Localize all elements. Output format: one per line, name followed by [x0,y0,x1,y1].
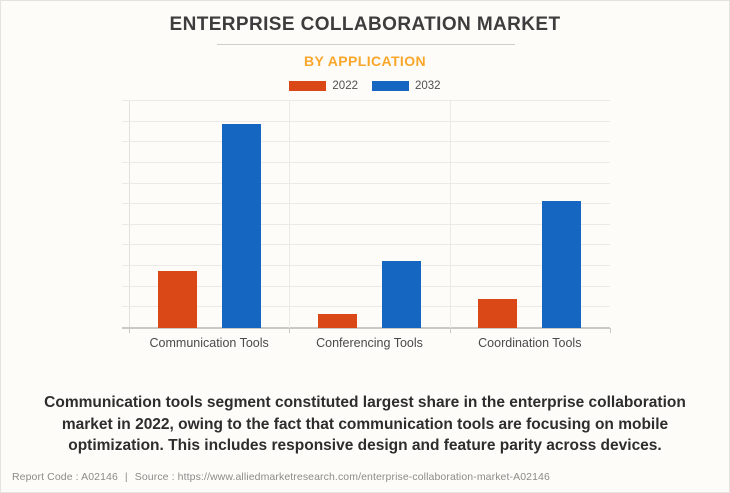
y-axis-line [129,101,130,328]
title-divider [217,44,515,45]
gridline [122,306,610,308]
gridline [122,120,610,122]
bar-coordination-tools-2032 [542,200,582,328]
chart-legend: 2022 2032 [1,80,729,92]
page-footer: Report Code : A02146 | Source : https://ww… [12,471,550,483]
gridline [122,285,610,287]
category-divider [449,101,451,328]
legend-swatch-2032 [372,81,409,91]
axis-tick [129,328,130,333]
page-title: ENTERPRISE COLLABORATION MARKET [169,14,561,35]
legend-label-2022: 2022 [332,80,358,92]
gridline [122,203,610,205]
bar-coordination-tools-2022 [478,298,518,328]
axis-tick [610,328,611,333]
axis-tick [449,328,451,333]
bar-group-communication-tools [129,101,289,328]
gridline [122,265,610,267]
x-axis-labels: Communication Tools Conferencing Tools Coo… [129,336,610,350]
category-divider [289,101,291,328]
chart-description: Communication tools segment constituted … [44,394,686,454]
bar-group-conferencing-tools [289,101,449,328]
footer-separator: | [124,471,128,483]
gridline [122,100,610,101]
source-url-text: Source : https://www.alliedmarketresearc… [134,471,550,483]
legend-item-2022: 2022 [289,80,358,92]
plot-area [122,100,611,333]
bar-conferencing-tools-2032 [381,261,421,328]
gridline [122,161,610,163]
chart-subtitle: BY APPLICATION [303,53,427,69]
x-axis-label-communication-tools: Communication Tools [149,336,269,350]
bar-communication-tools-2022 [157,271,197,328]
legend-swatch-2022 [289,81,327,91]
legend-item-2032: 2032 [372,80,441,92]
report-code-text: Report Code : A02146 [12,471,118,483]
gridline [122,244,610,246]
x-axis-label-coordination-tools: Coordination Tools [478,336,582,350]
legend-label-2032: 2032 [415,80,441,92]
x-axis-label-conferencing-tools: Conferencing Tools [316,336,423,350]
gridline [122,141,610,143]
axis-tick [289,328,291,333]
bar-conferencing-tools-2022 [317,314,357,328]
x-axis-baseline [122,327,610,329]
gridline [122,182,610,184]
bar-group-coordination-tools [450,101,610,328]
bar-communication-tools-2032 [221,123,261,328]
gridline [122,223,610,225]
